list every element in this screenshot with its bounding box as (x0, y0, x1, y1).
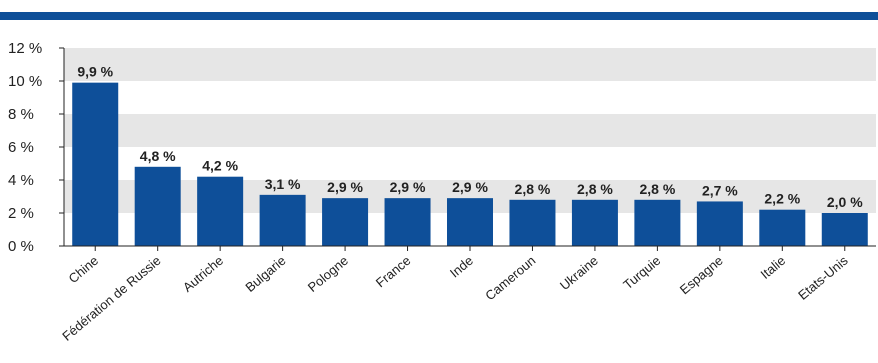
grid-band (64, 114, 876, 147)
x-tick-label: France (373, 253, 414, 291)
x-tick-label: Cameroun (482, 253, 538, 304)
header-bar (0, 12, 878, 20)
x-tick-label: Ukraine (557, 253, 601, 293)
x-tick-label: Espagne (677, 253, 726, 297)
y-tick-label: 10 % (8, 73, 42, 90)
data-label: 4,2 % (202, 158, 238, 174)
y-tick-label: 6 % (8, 139, 34, 156)
y-tick-label: 8 % (8, 106, 34, 123)
bar (72, 82, 119, 247)
x-tick-label: Pologne (305, 253, 351, 295)
x-tick-label: Autriche (180, 253, 226, 295)
bar (634, 199, 681, 246)
x-tick-label: Etats-Unis (795, 252, 851, 302)
data-label: 2,7 % (702, 182, 738, 198)
y-tick-label: 4 % (8, 172, 34, 189)
bar (322, 198, 369, 246)
data-label: 2,8 % (639, 181, 675, 197)
x-tick-label: Italie (758, 253, 789, 282)
data-label: 9,9 % (77, 64, 113, 80)
data-label: 2,9 % (452, 179, 488, 195)
x-tick-label: Bulgarie (242, 253, 288, 295)
bar (447, 198, 493, 246)
bar (509, 199, 556, 246)
bar (259, 194, 306, 246)
x-tick-label: Inde (447, 253, 476, 281)
y-tick-label: 2 % (8, 205, 34, 222)
data-label: 4,8 % (140, 148, 176, 164)
grid-band (64, 48, 876, 81)
bars (72, 82, 868, 247)
x-tick-label: Turquie (620, 253, 663, 293)
bar (134, 166, 181, 246)
bar (696, 201, 743, 246)
bar (197, 176, 244, 246)
data-label: 3,1 % (265, 176, 301, 192)
data-label: 2,8 % (515, 181, 551, 197)
data-label: 2,9 % (327, 179, 363, 195)
bar (571, 199, 618, 246)
y-tick-label: 0 % (8, 238, 34, 255)
bar (821, 213, 868, 246)
data-label: 2,8 % (577, 181, 613, 197)
y-tick-label: 12 % (8, 40, 42, 57)
bar (384, 198, 431, 246)
bar (759, 209, 806, 246)
data-label: 2,0 % (827, 194, 863, 210)
axes (59, 47, 876, 251)
x-tick-label: Chine (65, 253, 101, 286)
data-label: 2,9 % (390, 179, 426, 195)
data-label: 2,2 % (764, 191, 800, 207)
